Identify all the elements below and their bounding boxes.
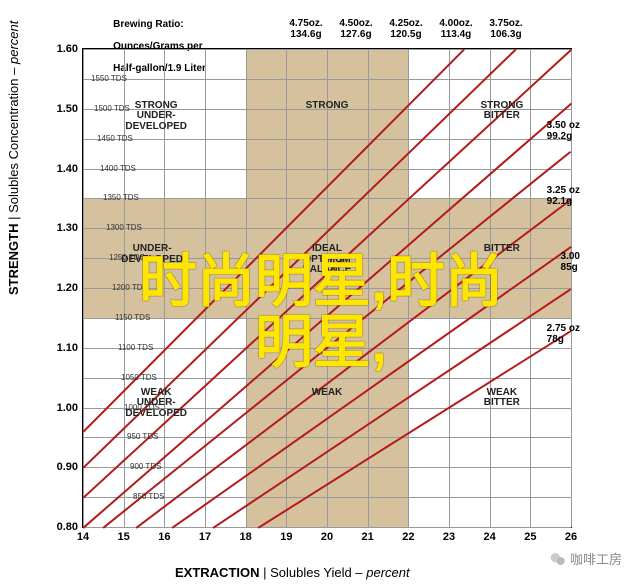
tds-label: 1150 TDS bbox=[115, 313, 150, 322]
tds-label: 1200 TDS bbox=[112, 283, 148, 292]
y-tick: 1.00 bbox=[48, 402, 78, 414]
right-ratio-label: 2.75 oz78g bbox=[547, 323, 580, 345]
tds-label: 1350 TDS bbox=[103, 193, 139, 202]
tds-label: 1000 TDS bbox=[124, 403, 160, 412]
ratio-header: 3.75oz.106.3g bbox=[482, 18, 530, 40]
tds-label: 900 TDS bbox=[130, 462, 161, 471]
y-tick: 1.20 bbox=[48, 282, 78, 294]
x-tick: 19 bbox=[280, 531, 292, 543]
y-axis-title: STRENGTH | Solubles Concentration – perc… bbox=[6, 21, 21, 295]
x-tick: 14 bbox=[77, 531, 89, 543]
x-tick: 15 bbox=[118, 531, 130, 543]
ratio-header: 4.00oz.113.4g bbox=[432, 18, 480, 40]
y-tick: 0.90 bbox=[48, 461, 78, 473]
tds-label: 1500 TDS bbox=[94, 104, 130, 113]
x-tick: 16 bbox=[158, 531, 170, 543]
x-tick: 26 bbox=[565, 531, 577, 543]
x-tick: 21 bbox=[362, 531, 374, 543]
tds-label: 1300 TDS bbox=[106, 223, 142, 232]
ratio-header: 4.50oz.127.6g bbox=[332, 18, 380, 40]
ratio-header: 4.25oz.120.5g bbox=[382, 18, 430, 40]
right-ratio-label: 3.0085g bbox=[561, 251, 580, 273]
chart-container: Brewing Ratio: Ounces/Grams per Half-gal… bbox=[82, 8, 582, 563]
x-axis-title: EXTRACTION | Solubles Yield – percent bbox=[175, 565, 410, 580]
x-tick: 17 bbox=[199, 531, 211, 543]
tds-label: 1100 TDS bbox=[118, 343, 153, 352]
y-tick: 1.60 bbox=[48, 43, 78, 55]
y-tick: 1.10 bbox=[48, 342, 78, 354]
x-tick: 25 bbox=[524, 531, 536, 543]
plot-area: 141516171819202122232425260.800.901.001.… bbox=[82, 48, 572, 528]
x-tick: 24 bbox=[484, 531, 496, 543]
y-tick: 1.40 bbox=[48, 163, 78, 175]
x-tick: 22 bbox=[402, 531, 414, 543]
wechat-icon bbox=[550, 552, 566, 566]
right-ratio-label: 3.50 oz99.2g bbox=[547, 120, 580, 142]
ratio-header: 4.75oz.134.6g bbox=[282, 18, 330, 40]
y-tick: 1.50 bbox=[48, 103, 78, 115]
x-tick: 23 bbox=[443, 531, 455, 543]
y-tick: 0.80 bbox=[48, 521, 78, 533]
y-tick: 1.30 bbox=[48, 222, 78, 234]
tds-label: 950 TDS bbox=[127, 432, 158, 441]
tds-label: 1400 TDS bbox=[100, 164, 136, 173]
wechat-label: 咖啡工房 bbox=[570, 549, 622, 568]
tds-label: 850 TDS bbox=[133, 492, 164, 501]
x-tick: 18 bbox=[240, 531, 252, 543]
tds-label: 1450 TDS bbox=[97, 134, 133, 143]
wechat-footer: 咖啡工房 bbox=[550, 549, 622, 568]
tds-label: 1550 TDS bbox=[91, 74, 127, 83]
tds-label: 1250 TDS bbox=[109, 253, 145, 262]
x-tick: 20 bbox=[321, 531, 333, 543]
right-ratio-label: 3.25 oz92.1g bbox=[547, 185, 580, 207]
tds-label: 1050 TDS bbox=[121, 373, 157, 382]
